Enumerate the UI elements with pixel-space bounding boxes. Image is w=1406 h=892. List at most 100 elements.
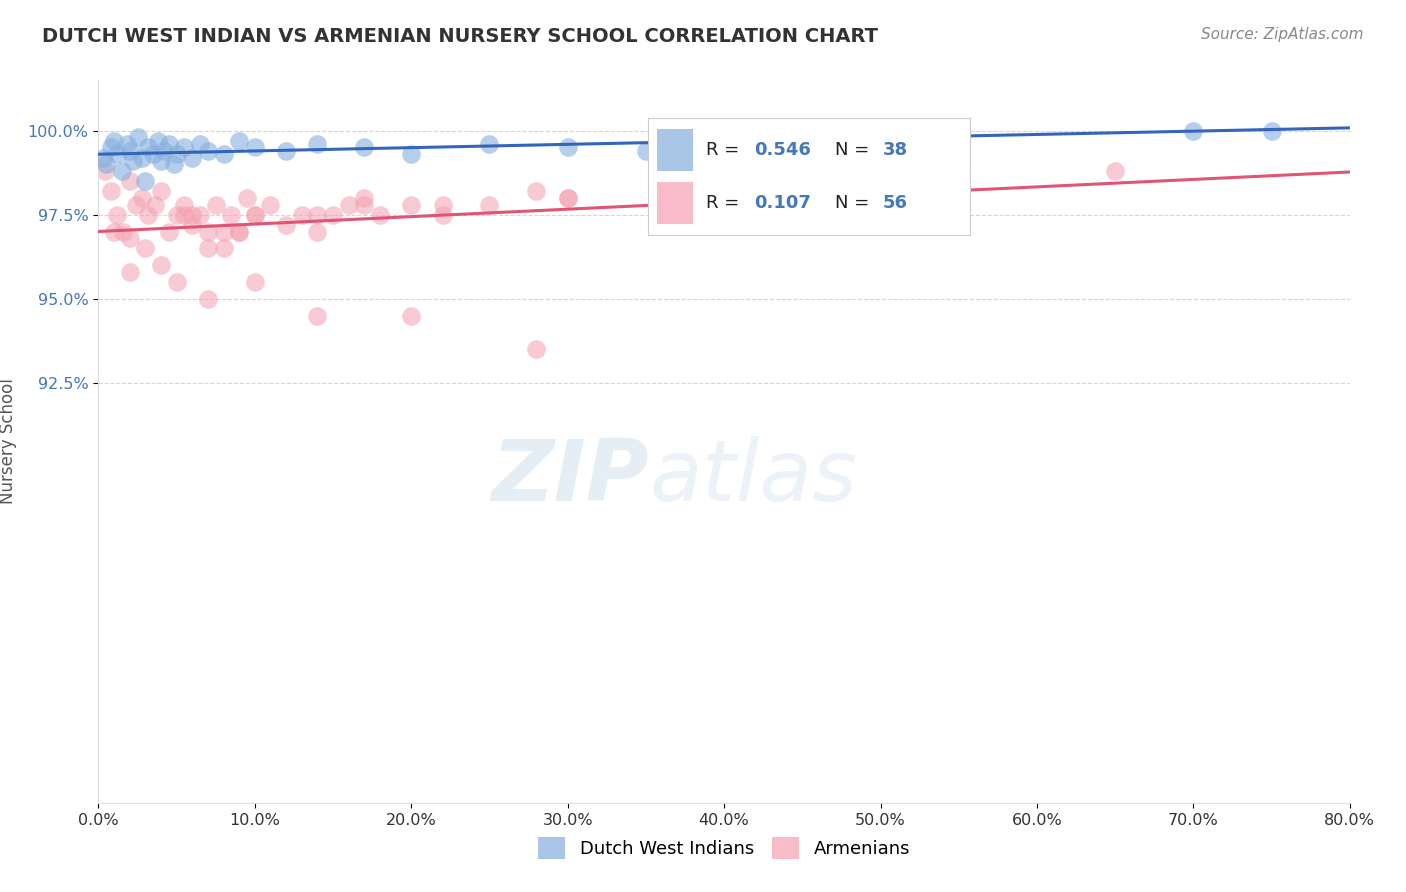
Point (307, 137, 329, 152)
Point (181, 151, 204, 165)
Point (337, 197, 360, 211)
Point (173, 197, 195, 211)
Point (401, 147, 423, 161)
Text: N =: N = (835, 194, 875, 211)
Point (173, 140, 195, 154)
Point (96, 157, 118, 171)
Point (105, 208, 128, 222)
Point (100, 184, 122, 198)
Text: N =: N = (835, 141, 875, 159)
Point (900, 174, 922, 188)
Bar (657, 129, 693, 171)
Point (173, 208, 195, 222)
Point (118, 174, 141, 188)
Text: 38: 38 (883, 141, 908, 159)
Point (1260, 124, 1282, 138)
Point (197, 292, 219, 306)
Point (236, 191, 259, 205)
Point (353, 140, 375, 154)
Point (91, 151, 114, 165)
Point (157, 137, 180, 152)
Point (243, 275, 266, 289)
Point (634, 144, 657, 158)
Point (948, 130, 970, 145)
Point (188, 137, 211, 152)
Point (103, 134, 125, 148)
Point (138, 208, 160, 222)
Point (557, 140, 579, 154)
Point (181, 218, 204, 232)
Point (221, 208, 243, 222)
Point (243, 208, 266, 222)
Point (188, 208, 211, 222)
Point (243, 208, 266, 222)
Point (131, 191, 153, 205)
Point (401, 309, 423, 323)
Point (212, 241, 235, 255)
Point (307, 208, 329, 222)
Point (105, 147, 128, 161)
Point (307, 309, 329, 323)
Point (153, 144, 176, 158)
Point (274, 144, 298, 158)
Point (1182, 124, 1205, 138)
Point (134, 241, 156, 255)
Point (228, 225, 250, 239)
Text: 0.546: 0.546 (754, 141, 811, 159)
Point (353, 197, 375, 211)
Point (1104, 164, 1126, 178)
Legend: Dutch West Indians, Armenians: Dutch West Indians, Armenians (531, 830, 917, 866)
Point (948, 174, 970, 188)
Point (150, 258, 173, 272)
Point (118, 231, 141, 245)
Point (478, 137, 501, 152)
Point (432, 208, 454, 222)
Point (127, 130, 149, 145)
Point (478, 197, 501, 211)
Point (146, 134, 169, 148)
Point (792, 124, 814, 138)
Point (353, 191, 375, 205)
Point (212, 147, 235, 161)
Point (243, 140, 266, 154)
Point (115, 137, 138, 152)
Point (150, 184, 173, 198)
Point (197, 225, 219, 239)
Text: atlas: atlas (650, 436, 858, 519)
Point (557, 191, 579, 205)
Bar (657, 182, 693, 224)
Text: ZIP: ZIP (491, 436, 650, 519)
Point (103, 225, 125, 239)
Point (150, 153, 173, 168)
Point (792, 174, 814, 188)
Point (162, 157, 184, 171)
Point (166, 147, 188, 161)
Text: Source: ZipAtlas.com: Source: ZipAtlas.com (1201, 27, 1364, 42)
Point (166, 208, 188, 222)
Point (401, 197, 423, 211)
Point (112, 225, 135, 239)
Point (432, 197, 454, 211)
Text: 56: 56 (883, 194, 908, 211)
Point (368, 208, 391, 222)
Point (131, 151, 153, 165)
Text: DUTCH WEST INDIAN VS ARMENIAN NURSERY SCHOOL CORRELATION CHART: DUTCH WEST INDIAN VS ARMENIAN NURSERY SC… (42, 27, 879, 45)
Point (228, 134, 250, 148)
Point (118, 265, 141, 279)
Point (125, 197, 148, 211)
Point (228, 225, 250, 239)
Point (526, 184, 548, 198)
Point (204, 197, 226, 211)
Point (274, 218, 298, 232)
Point (322, 208, 344, 222)
Point (143, 197, 166, 211)
Text: 0.107: 0.107 (754, 194, 811, 211)
Point (121, 153, 143, 168)
Point (142, 147, 165, 161)
Text: R =: R = (706, 141, 745, 159)
Point (259, 197, 281, 211)
Point (869, 174, 891, 188)
Point (118, 144, 141, 158)
Point (212, 225, 235, 239)
Point (526, 342, 548, 356)
